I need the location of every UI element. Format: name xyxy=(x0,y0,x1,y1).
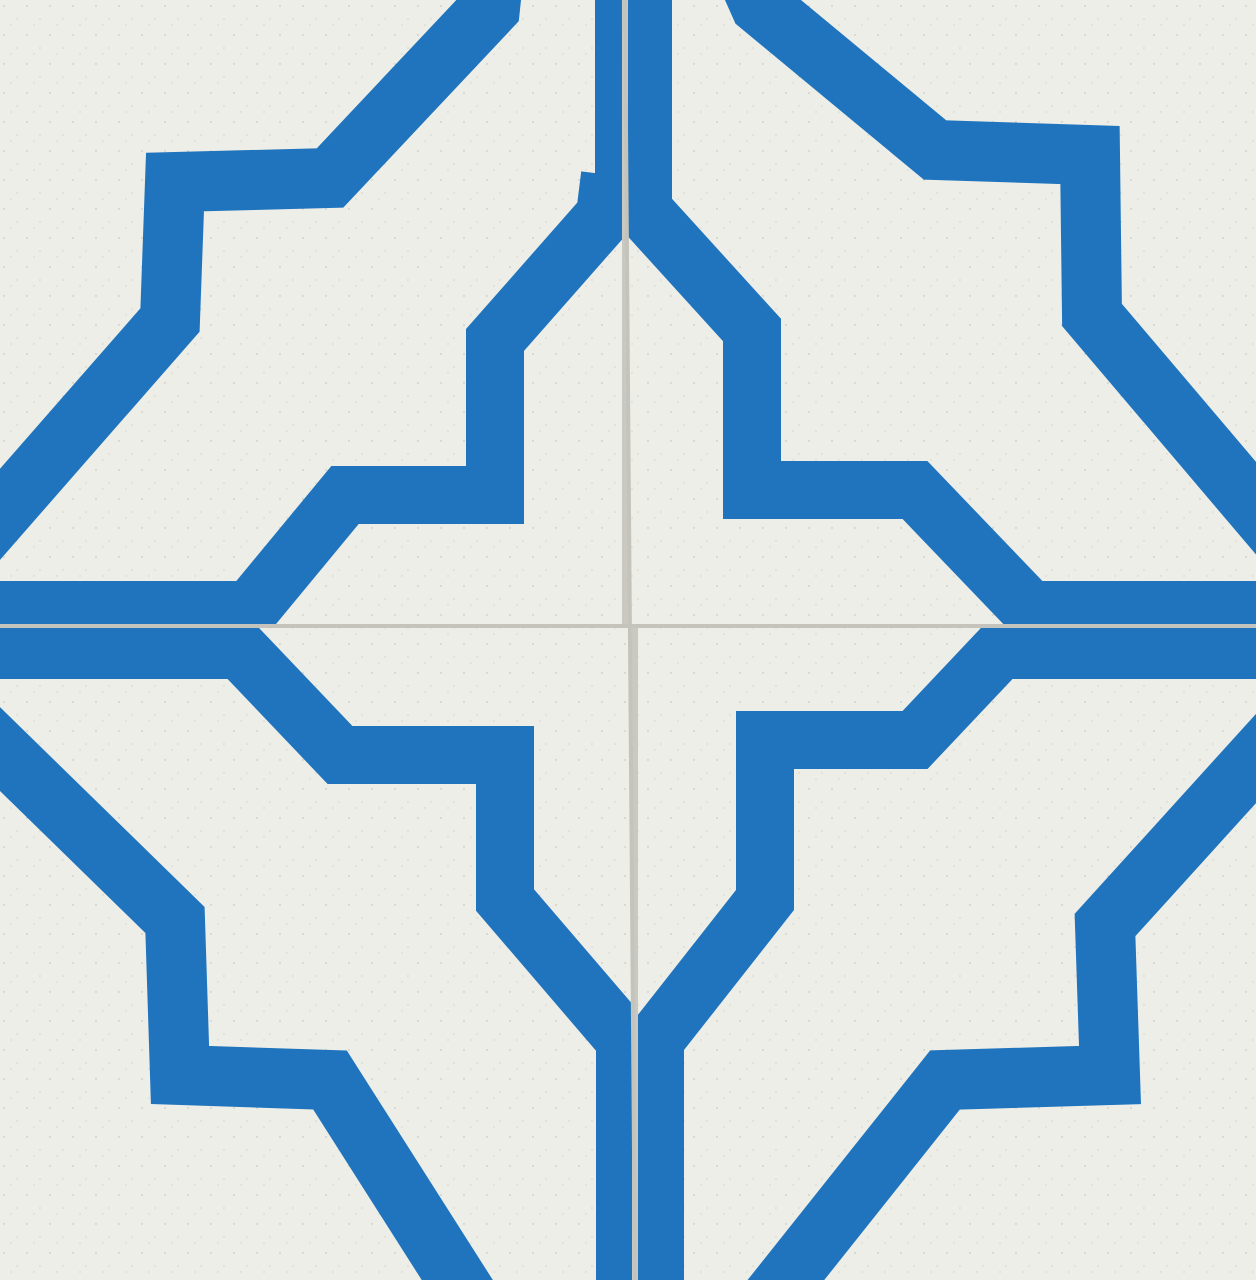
pattern-band xyxy=(0,171,622,624)
pattern-band xyxy=(724,0,1256,555)
tile-top-right xyxy=(628,0,1256,624)
pattern-band xyxy=(0,628,632,1280)
tile-bottom-left xyxy=(0,628,632,1280)
pattern-band xyxy=(628,0,1256,624)
pattern-band xyxy=(638,628,1256,1280)
tile-bottom-right xyxy=(638,628,1256,1280)
pattern-band xyxy=(747,713,1256,1280)
pattern-band xyxy=(0,0,521,560)
tile-top-left xyxy=(0,0,622,624)
pattern-band xyxy=(0,707,493,1280)
grout-seam-vertical xyxy=(623,0,637,1280)
